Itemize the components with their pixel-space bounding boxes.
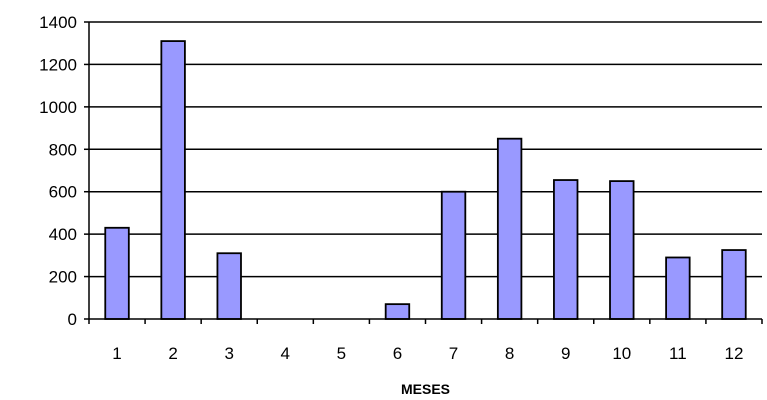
y-tick-label: 1400 [39, 13, 77, 32]
y-tick-label: 400 [49, 225, 77, 244]
bar-9 [553, 179, 579, 320]
x-tick-labels: 1 2 3 4 5 6 7 8 9 10 11 12 [112, 344, 743, 363]
x-axis-title: MESES [401, 381, 450, 397]
x-tick-label: 9 [561, 344, 570, 363]
bar-6 [384, 303, 411, 320]
x-tick-label: 12 [724, 344, 743, 363]
axes [84, 21, 763, 324]
x-tick-label: 1 [112, 344, 121, 363]
bar-3 [216, 252, 242, 320]
x-tick-label: 8 [505, 344, 514, 363]
x-tick-label: 10 [612, 344, 631, 363]
y-tick-label: 600 [49, 183, 77, 202]
x-tick-label: 7 [449, 344, 458, 363]
x-tick-label: 11 [669, 344, 687, 363]
bar-12 [721, 249, 747, 320]
bar-1 [104, 226, 130, 320]
bar-10 [609, 180, 635, 320]
x-tick-label: 3 [224, 344, 233, 363]
y-tick-label: 1000 [39, 98, 77, 117]
bar-7 [440, 190, 467, 320]
bar-8 [496, 137, 523, 320]
bars [104, 40, 747, 320]
x-tick-label: 2 [168, 344, 177, 363]
y-tick-labels: 0 200 400 600 800 1000 1200 1400 [39, 13, 77, 329]
x-tick-label: 6 [393, 344, 402, 363]
y-tick-label: 0 [68, 310, 77, 329]
y-tick-label: 1200 [39, 55, 77, 74]
x-tick-label: 5 [337, 344, 346, 363]
y-tick-label: 800 [49, 140, 77, 159]
bar-11 [665, 256, 691, 320]
x-tick-label: 4 [281, 344, 290, 363]
gridlines [89, 21, 762, 278]
bar-2 [160, 40, 186, 320]
y-tick-label: 200 [49, 268, 77, 287]
